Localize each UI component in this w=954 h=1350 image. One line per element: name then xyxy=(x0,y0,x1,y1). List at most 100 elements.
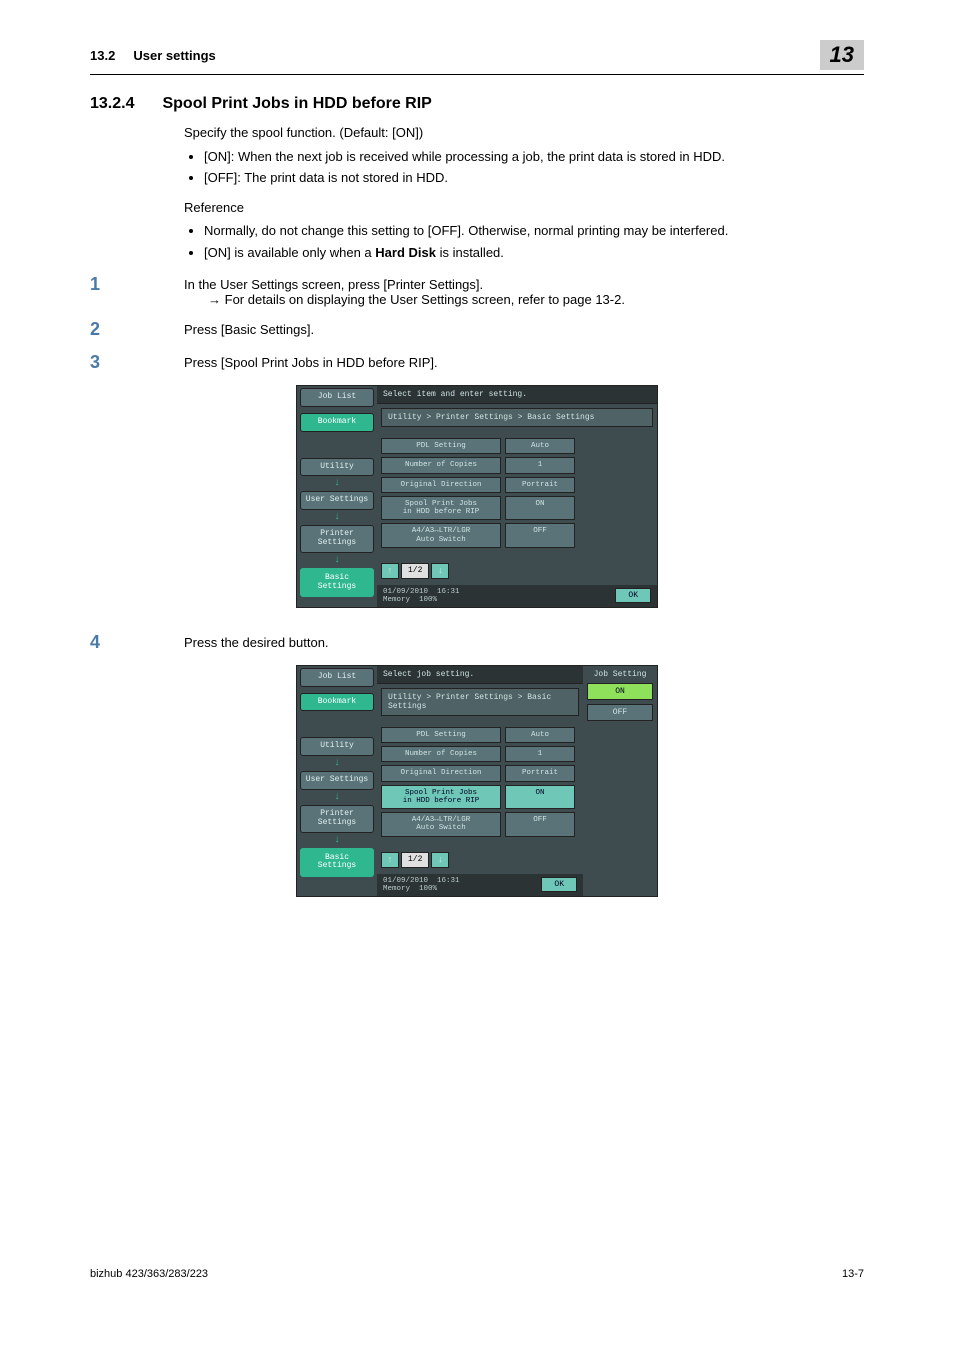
step-number: 2 xyxy=(90,319,156,340)
header-section-title: User settings xyxy=(133,48,215,63)
device-screenshot-1: Job List Bookmark Utility ↓ User Setting… xyxy=(296,385,658,608)
settings-list: PDL Setting Auto Number of Copies 1 Orig… xyxy=(377,720,583,844)
step-1-subtext: For details on displaying the User Setti… xyxy=(208,292,864,307)
ref-bullet-2: [ON] is available only when a Hard Disk … xyxy=(204,243,864,263)
joblist-tab[interactable]: Job List xyxy=(300,388,374,407)
device-footer: 01/09/2010 16:31 Memory 100% OK xyxy=(377,874,583,896)
bullet-on: [ON]: When the next job is received whil… xyxy=(204,147,864,167)
page-header: 13.2 User settings 13 xyxy=(90,40,864,75)
basic-settings-tab[interactable]: Basic Settings xyxy=(300,568,374,598)
footer-model: bizhub 423/363/283/223 xyxy=(90,1268,208,1280)
pdl-setting-value: Auto xyxy=(505,438,575,454)
job-setting-title: Job Setting xyxy=(585,670,655,679)
footer-status: 01/09/2010 16:31 Memory 100% xyxy=(383,588,460,604)
utility-tab[interactable]: Utility xyxy=(300,458,374,477)
chevron-down-icon: ↓ xyxy=(297,758,377,769)
autoswitch-value: OFF xyxy=(505,812,575,837)
page-down-button[interactable]: ↓ xyxy=(431,852,449,868)
bookmark-tab[interactable]: Bookmark xyxy=(300,693,374,712)
printer-settings-tab[interactable]: Printer Settings xyxy=(300,525,374,553)
device-sidebar: Job List Bookmark Utility ↓ User Setting… xyxy=(297,386,377,607)
bookmark-tab[interactable]: Bookmark xyxy=(300,413,374,432)
printer-settings-tab[interactable]: Printer Settings xyxy=(300,805,374,833)
section-title-row: 13.2.4 Spool Print Jobs in HDD before RI… xyxy=(90,95,864,113)
section-heading: Spool Print Jobs in HDD before RIP xyxy=(162,95,431,113)
reference-label: Reference xyxy=(184,198,864,218)
section-number: 13.2.4 xyxy=(90,95,134,113)
off-button[interactable]: OFF xyxy=(587,704,653,721)
header-section: 13.2 User settings xyxy=(90,48,216,63)
on-button[interactable]: ON xyxy=(587,683,653,700)
copies-value: 1 xyxy=(505,457,575,473)
header-section-num: 13.2 xyxy=(90,48,115,63)
copies-value: 1 xyxy=(505,746,575,762)
orig-dir-label[interactable]: Original Direction xyxy=(381,765,501,781)
pager: ↑ 1/2 ↓ xyxy=(381,563,653,579)
step-1-text: In the User Settings screen, press [Prin… xyxy=(184,277,864,292)
chevron-down-icon: ↓ xyxy=(297,555,377,566)
copies-label[interactable]: Number of Copies xyxy=(381,457,501,473)
step-number: 3 xyxy=(90,352,156,373)
pdl-setting-label[interactable]: PDL Setting xyxy=(381,438,501,454)
header-chapter: 13 xyxy=(820,40,864,70)
page-down-button[interactable]: ↓ xyxy=(431,563,449,579)
device-main: Select item and enter setting. Utility >… xyxy=(377,386,657,607)
step-3-text: Press [Spool Print Jobs in HDD before RI… xyxy=(184,352,864,373)
user-settings-tab[interactable]: User Settings xyxy=(300,491,374,510)
step-2-text: Press [Basic Settings]. xyxy=(184,319,864,340)
footer-page: 13-7 xyxy=(842,1268,864,1280)
setting-row: Spool Print Jobs in HDD before RIP ON xyxy=(381,496,653,521)
device-sidebar: Job List Bookmark Utility ↓ User Setting… xyxy=(297,666,377,896)
orig-dir-label[interactable]: Original Direction xyxy=(381,477,501,493)
job-setting-panel: Job Setting ON OFF xyxy=(583,666,657,896)
orig-dir-value: Portrait xyxy=(505,477,575,493)
breadcrumb: Utility > Printer Settings > Basic Setti… xyxy=(381,688,579,716)
ref-bullet-1: Normally, do not change this setting to … xyxy=(204,221,864,241)
intro-text: Specify the spool function. (Default: [O… xyxy=(184,123,864,143)
page-indicator: 1/2 xyxy=(401,852,429,868)
setting-row: A4/A3↔LTR/LGR Auto Switch OFF xyxy=(381,523,653,548)
spool-value: ON xyxy=(505,496,575,521)
spool-label[interactable]: Spool Print Jobs in HDD before RIP xyxy=(381,496,501,521)
utility-tab[interactable]: Utility xyxy=(300,737,374,756)
device-footer: 01/09/2010 16:31 Memory 100% OK xyxy=(377,585,657,607)
user-settings-tab[interactable]: User Settings xyxy=(300,771,374,790)
orig-dir-value: Portrait xyxy=(505,765,575,781)
autoswitch-value: OFF xyxy=(505,523,575,548)
autoswitch-label[interactable]: A4/A3↔LTR/LGR Auto Switch xyxy=(381,812,501,837)
setting-row: Original Direction Portrait xyxy=(381,765,579,781)
basic-settings-tab[interactable]: Basic Settings xyxy=(300,848,374,878)
pdl-setting-value: Auto xyxy=(505,727,575,743)
joblist-tab[interactable]: Job List xyxy=(300,668,374,687)
page-up-button[interactable]: ↑ xyxy=(381,852,399,868)
device-screenshot-2: Job List Bookmark Utility ↓ User Setting… xyxy=(296,665,658,897)
step-number: 1 xyxy=(90,274,156,307)
pdl-setting-label[interactable]: PDL Setting xyxy=(381,727,501,743)
chevron-down-icon: ↓ xyxy=(297,478,377,489)
setting-row: PDL Setting Auto xyxy=(381,727,579,743)
bullet-off: [OFF]: The print data is not stored in H… xyxy=(204,168,864,188)
setting-row: Original Direction Portrait xyxy=(381,477,653,493)
device-main: Select job setting. Utility > Printer Se… xyxy=(377,666,657,896)
setting-row: Number of Copies 1 xyxy=(381,457,653,473)
page-up-button[interactable]: ↑ xyxy=(381,563,399,579)
step-4-text: Press the desired button. xyxy=(184,632,864,653)
chevron-down-icon: ↓ xyxy=(297,512,377,523)
breadcrumb: Utility > Printer Settings > Basic Setti… xyxy=(381,408,653,427)
ok-button[interactable]: OK xyxy=(541,877,577,892)
autoswitch-label[interactable]: A4/A3↔LTR/LGR Auto Switch xyxy=(381,523,501,548)
reference-bullets: Normally, do not change this setting to … xyxy=(184,221,864,262)
ok-button[interactable]: OK xyxy=(615,588,651,603)
step-3: 3 Press [Spool Print Jobs in HDD before … xyxy=(90,352,864,373)
chevron-down-icon: ↓ xyxy=(297,792,377,803)
copies-label[interactable]: Number of Copies xyxy=(381,746,501,762)
step-number: 4 xyxy=(90,632,156,653)
step-4: 4 Press the desired button. xyxy=(90,632,864,653)
setting-row: PDL Setting Auto xyxy=(381,438,653,454)
setting-row: Number of Copies 1 xyxy=(381,746,579,762)
page-indicator: 1/2 xyxy=(401,563,429,579)
page-footer: bizhub 423/363/283/223 13-7 xyxy=(90,1264,864,1280)
pager: ↑ 1/2 ↓ xyxy=(381,852,579,868)
setting-row: A4/A3↔LTR/LGR Auto Switch OFF xyxy=(381,812,579,837)
spool-label[interactable]: Spool Print Jobs in HDD before RIP xyxy=(381,785,501,810)
